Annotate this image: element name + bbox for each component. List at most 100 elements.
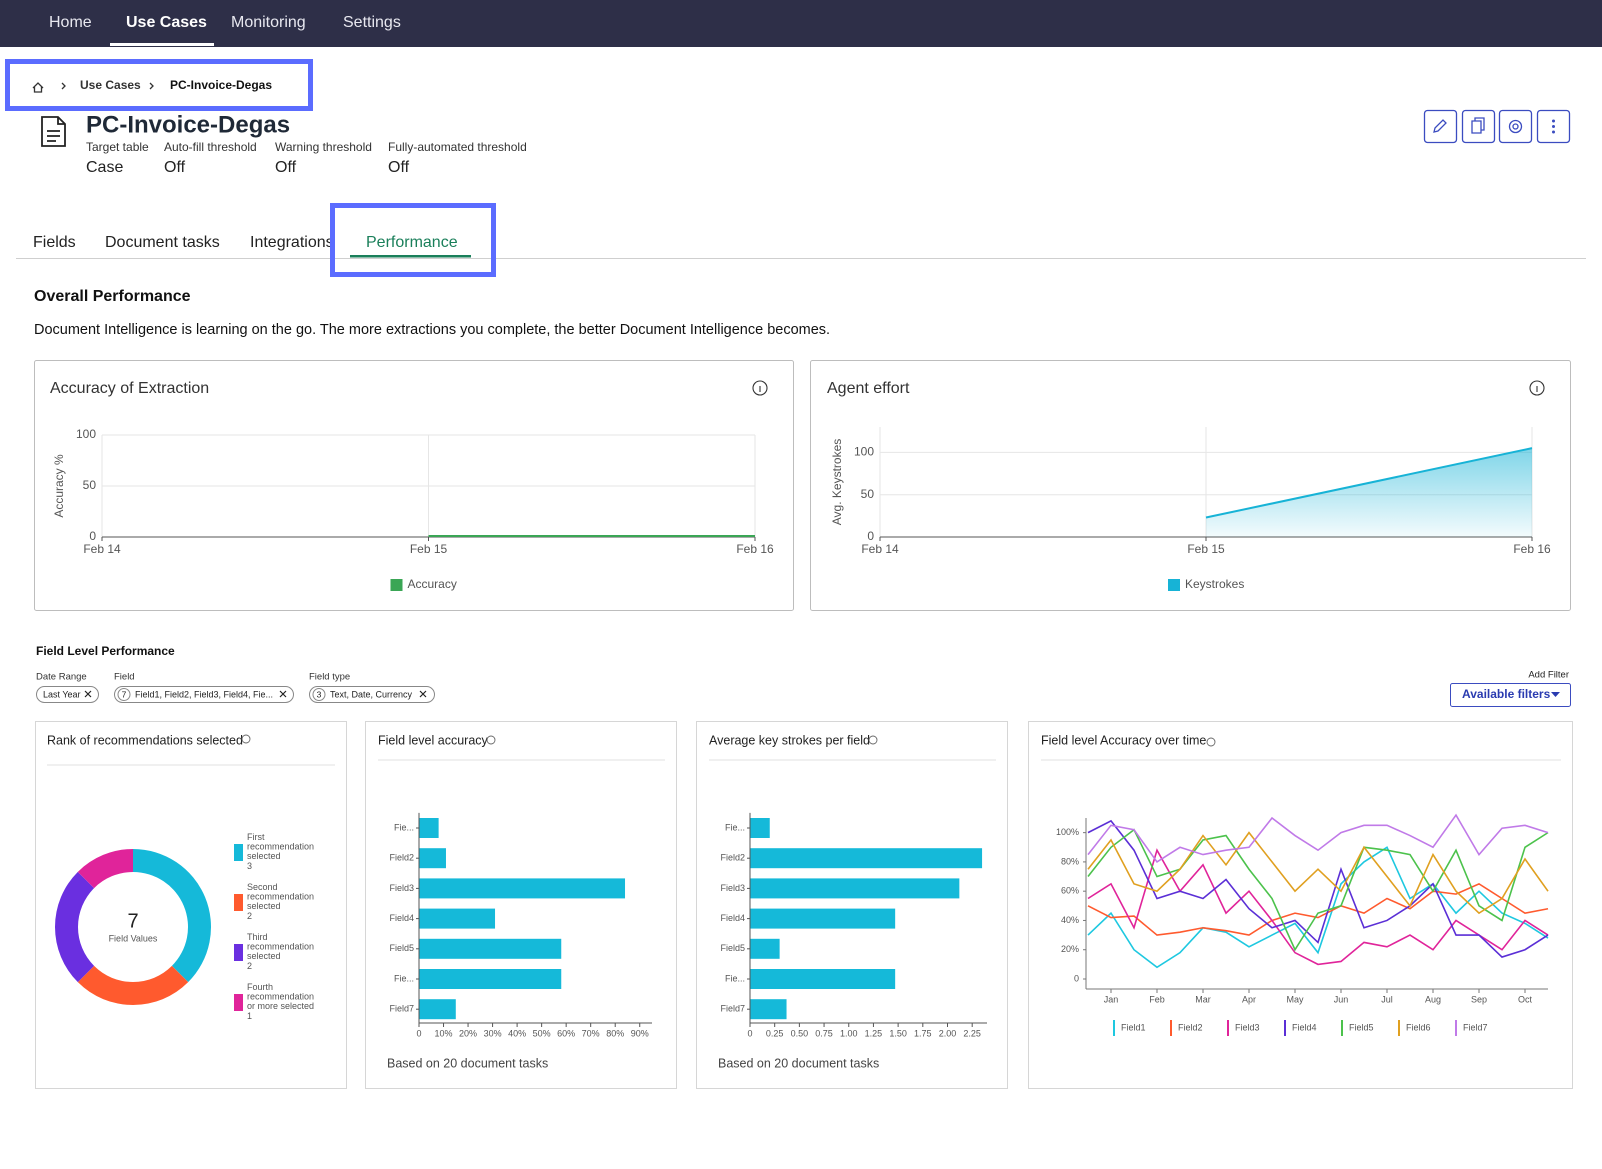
bar [419,848,446,869]
available-filters-button[interactable] [1450,683,1571,707]
y-category-label: Field3 [720,883,745,893]
x-tick-label: Jan [1104,994,1119,1004]
bar [750,969,896,989]
field-label: Target table [86,140,149,154]
legend-swatch [234,994,243,1011]
legend-label: Field5 [1349,1022,1374,1032]
y-axis-label: Accuracy % [52,454,66,518]
field-value: Off [275,159,297,176]
data-line [1087,846,1549,969]
card-title: Field level Accuracy over time [1041,733,1206,747]
donut-segment [77,849,133,889]
filter-chip[interactable] [309,686,435,703]
chevron [61,82,66,90]
filter-label: Field [114,672,135,683]
x-tick-label: Feb 16 [736,542,774,556]
card [810,360,1571,611]
filter-chip[interactable] [36,686,99,703]
breadcrumb-link[interactable]: Use Cases [80,78,141,92]
data-line [1087,813,1549,863]
donut-center-label: Field Values [109,933,158,943]
legend-label: Accuracy [408,577,457,591]
legend-count: 2 [247,911,252,921]
x-tick-label: 40% [508,1028,526,1038]
x-tick-label: Apr [1242,994,1256,1004]
bar [750,938,780,959]
y-category-label: Field5 [720,943,745,953]
x-tick-label: 30% [484,1028,502,1038]
y-category-label: Field2 [720,853,745,863]
data-line [1087,828,1549,952]
field-value: Off [388,159,410,176]
bar [750,999,787,1020]
y-tick-label: 60% [1061,886,1079,896]
highlight-box [5,59,313,111]
filter-chip[interactable] [114,686,294,703]
y-tick-label: 0 [867,529,874,543]
breadcrumb-current: PC-Invoice-Degas [170,78,272,92]
card [696,721,1008,1089]
settings-button[interactable] [1498,109,1533,144]
chip-remove[interactable] [84,690,92,698]
card-title: Accuracy of Extraction [50,380,209,397]
nav-item-active[interactable]: Use Cases [126,14,207,31]
tab-active[interactable]: Performance [366,234,458,251]
x-tick-label: Feb 16 [1513,542,1551,556]
copy-button[interactable] [1461,109,1496,144]
x-tick-label: 2.25 [963,1028,981,1038]
legend-label: Field1 [1121,1022,1146,1032]
tab[interactable]: Document tasks [105,234,220,251]
edit-button[interactable] [1423,109,1458,144]
legend-swatch [1168,579,1180,591]
area-fill [1206,448,1532,537]
y-tick-label: 100 [76,427,96,441]
x-tick-label: Feb 14 [861,542,899,556]
legend-label: Field2 [1178,1022,1203,1032]
button-text: Available filters [1462,687,1551,701]
field-label: Warning threshold [275,140,372,154]
x-tick-label: Jul [1381,994,1393,1004]
y-tick-label: 80% [1061,856,1079,866]
section-description: Document Intelligence is learning on the… [34,322,830,338]
chip-count-badge [312,688,326,701]
y-category-label: Fie... [394,822,414,832]
x-tick-label: Feb 15 [1187,542,1225,556]
y-category-label: Field5 [389,943,414,953]
nav-item[interactable]: Monitoring [231,14,306,31]
nav-item[interactable]: Home [49,14,92,31]
bar [750,878,960,899]
legend-swatch [234,844,243,861]
info-icon[interactable] [752,380,768,396]
chip-remove[interactable] [419,690,427,698]
legend-label: First recommendation selected [247,832,317,861]
legend-label: Field7 [1463,1022,1488,1032]
y-tick-label: 100% [1056,827,1079,837]
tab[interactable]: Integrations [250,234,334,251]
y-tick-label: 50 [83,478,97,492]
chip-remove[interactable] [279,690,287,698]
action-buttons [1423,109,1571,144]
x-tick-label: 80% [606,1028,624,1038]
tab[interactable]: Fields [33,234,76,251]
info-icon[interactable] [1529,380,1545,396]
bar [419,878,626,899]
nav-item[interactable]: Settings [343,14,401,31]
x-tick-label: Jun [1334,994,1349,1004]
home-icon[interactable] [32,82,44,93]
card [365,721,677,1089]
more-button[interactable] [1536,109,1571,144]
card-title: Rank of recommendations selected [47,733,243,747]
x-tick-label: Mar [1195,994,1211,1004]
x-tick-label: 90% [631,1028,649,1038]
x-tick-label: Aug [1425,994,1441,1004]
card-title: Average key strokes per field [709,733,870,747]
donut-segment [54,871,95,983]
x-tick-label: 1.75 [914,1028,932,1038]
page-title: PC-Invoice-Degas [86,111,290,138]
y-tick-label: 100 [854,445,874,459]
document-icon [41,116,66,147]
bar [419,908,496,929]
card [1028,721,1573,1089]
